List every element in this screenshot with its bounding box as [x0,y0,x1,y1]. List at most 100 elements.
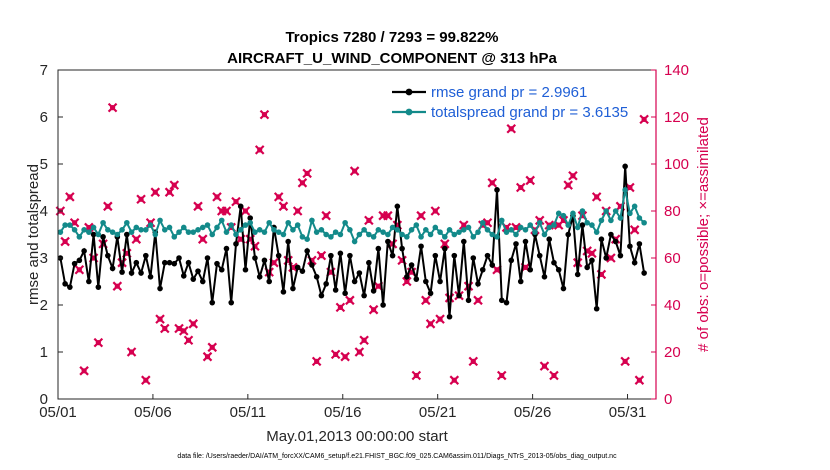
obs-count-marker [496,370,507,381]
obs-count-marker [340,351,350,362]
y-right-tick-label: 140 [664,62,689,79]
totalspread-point [228,222,235,228]
rmse-point [67,284,73,290]
totalspread-point [475,229,481,235]
obs-count-marker [126,347,137,357]
obs-count-marker [202,351,213,362]
rmse-point [332,287,339,293]
totalspread-point [636,215,643,221]
rmse-point [494,187,500,193]
totalspread-point [399,231,405,238]
rmse-point [176,255,182,261]
obs-count-marker [79,366,89,376]
obs-count-marker [164,187,175,197]
obs-count-marker [345,295,355,306]
rmse-point [541,274,548,280]
rmse-point [636,241,643,247]
totalspread-point [394,227,401,233]
rmse-point [475,281,481,287]
totalspread-point [622,187,628,193]
rmse-point [62,281,68,287]
totalspread-point [460,227,467,233]
rmse-point [356,270,363,276]
y-left-tick-label: 6 [40,109,48,126]
totalspread-point [313,229,320,235]
obs-count-marker [321,210,331,221]
obs-count-marker [525,175,536,186]
obs-count-marker [425,319,436,329]
totalspread-point [95,231,102,238]
totalspread-point [470,234,477,240]
rmse-point [347,252,353,259]
totalspread-point [81,227,87,233]
rmse-point [285,238,291,245]
totalspread-point [157,217,163,224]
totalspread-point [427,231,434,238]
rmse-point [76,257,83,264]
totalspread-point [456,229,462,235]
totalspread-point [318,227,325,233]
rmse-point [442,245,448,252]
y-left-tick-label: 0 [40,391,48,408]
series-layer [55,102,649,385]
totalspread-point [124,219,130,226]
totalspread-point [71,227,78,233]
rmse-point [313,274,320,280]
totalspread-point [128,229,135,235]
rmse-point [456,292,462,299]
obs-count-marker [411,370,422,381]
rmse-point [465,297,472,304]
rmse-point [437,278,443,285]
totalspread-point [641,219,647,226]
rmse-point [370,288,377,294]
obs-count-marker [311,356,322,367]
totalspread-point [342,219,348,226]
obs-count-marker [74,264,85,275]
rmse-point [622,163,628,170]
rmse-point [560,285,567,292]
rmse-point [589,257,595,264]
obs-count-marker [416,210,426,221]
x-axis-label: May.01,2013 00:00:00 start [266,428,448,445]
totalspread-point [385,231,391,238]
obs-count-marker [103,201,113,212]
y-right-tick-label: 120 [664,109,689,126]
y-right-tick-label: 100 [664,156,689,173]
y-right-tick-label: 20 [664,344,681,361]
rmse-point [489,262,496,268]
chart-subtitle: AIRCRAFT_U_WIND_COMPONENT @ 313 hPa [227,50,557,67]
y-left-tick-label: 5 [40,156,48,173]
totalspread-point [242,222,249,228]
obs-count-marker [634,375,645,385]
x-tick-label: 05/01 [39,404,77,421]
rmse-point [366,259,372,266]
obs-count-marker [587,248,597,259]
rmse-point [247,215,254,221]
obs-count-marker [183,335,194,346]
totalspread-point [356,231,363,238]
rmse-point [233,241,239,247]
totalspread-point [247,219,254,226]
obs-count-marker [60,236,70,247]
rmse-point [579,222,586,228]
obs-count-marker [639,114,649,125]
x-tick-label: 05/11 [230,404,266,421]
rmse-point [180,273,187,279]
rmse-point [517,278,524,285]
y-left-tick-label: 2 [40,297,48,314]
rmse-point [100,234,106,240]
rmse-point [166,259,173,266]
obs-count-marker [487,178,498,188]
rmse-point [261,257,268,264]
rmse-point [81,248,87,254]
totalspread-point [252,229,258,235]
totalspread-point [266,219,272,226]
totalspread-point [185,229,192,235]
obs-count-marker [259,109,270,120]
rmse-point [209,299,216,306]
totalspread-point [271,227,277,233]
obs-count-marker [335,302,346,313]
totalspread-point [423,227,429,233]
obs-count-marker [65,192,75,202]
rmse-point [361,292,367,299]
